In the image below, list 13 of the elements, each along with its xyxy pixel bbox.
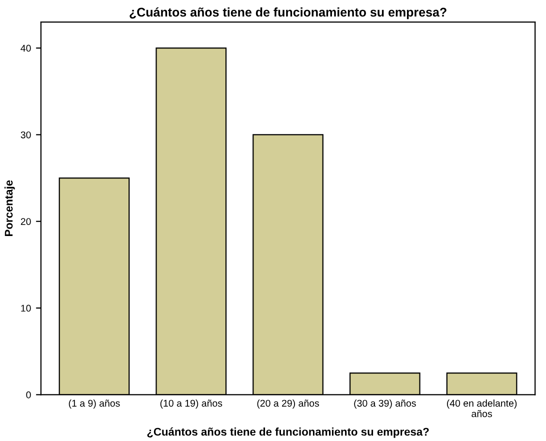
x-tick-label: (20 a 29) años: [257, 400, 320, 409]
y-tick-label: 30: [20, 131, 31, 138]
y-tick-label: 20: [20, 218, 31, 225]
x-tick-label: (30 a 39) años: [354, 400, 416, 409]
x-tick-label: (10 a 19) años: [160, 400, 222, 409]
chart-title: ¿Cuántos años tiene de funcionamiento su empresa?: [130, 7, 446, 20]
x-axis-title: ¿Cuántos años tiene de funcionamiento su empresa?: [147, 427, 429, 438]
y-tick-label: 40: [20, 44, 31, 52]
y-tick-label: 10: [21, 304, 31, 312]
y-tick-label: 0: [26, 391, 31, 398]
x-tick-label: (1 a 9) años: [68, 400, 120, 409]
x-tick-label: (40 en adelante) años: [446, 400, 517, 418]
y-axis-title: Porcentaje: [4, 180, 15, 236]
